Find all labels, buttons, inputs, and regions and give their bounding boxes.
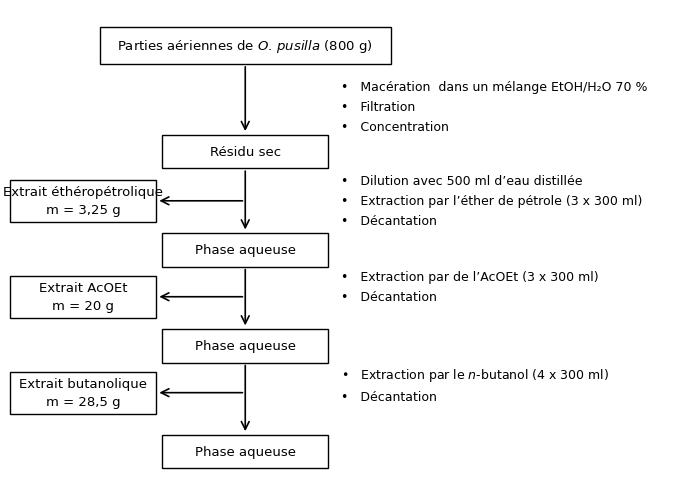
Text: Phase aqueuse: Phase aqueuse xyxy=(195,445,296,458)
FancyBboxPatch shape xyxy=(10,180,155,222)
FancyBboxPatch shape xyxy=(162,234,328,267)
FancyBboxPatch shape xyxy=(162,136,328,169)
FancyBboxPatch shape xyxy=(10,372,155,414)
FancyBboxPatch shape xyxy=(162,330,328,363)
Text: Extrait éthéropétrolique
m = 3,25 g: Extrait éthéropétrolique m = 3,25 g xyxy=(3,186,163,217)
Text: Phase aqueuse: Phase aqueuse xyxy=(195,244,296,257)
Text: •   Extraction par le $n$-butanol (4 x 300 ml)
•   Décantation: • Extraction par le $n$-butanol (4 x 300… xyxy=(341,366,610,403)
Text: •   Macération  dans un mélange EtOH/H₂O 70 %
•   Filtration
•   Concentration: • Macération dans un mélange EtOH/H₂O 70… xyxy=(341,81,648,134)
Text: •   Extraction par de l’AcOEt (3 x 300 ml)
•   Décantation: • Extraction par de l’AcOEt (3 x 300 ml)… xyxy=(341,270,599,303)
Text: •   Dilution avec 500 ml d’eau distillée
•   Extraction par l’éther de pétrole (: • Dilution avec 500 ml d’eau distillée •… xyxy=(341,174,643,227)
Text: Extrait butanolique
m = 28,5 g: Extrait butanolique m = 28,5 g xyxy=(19,377,147,408)
FancyBboxPatch shape xyxy=(162,435,328,468)
FancyBboxPatch shape xyxy=(99,29,391,65)
Text: Parties aériennes de $O.\,pusilla$ (800 g): Parties aériennes de $O.\,pusilla$ (800 … xyxy=(118,38,373,55)
Text: Extrait AcOEt
m = 20 g: Extrait AcOEt m = 20 g xyxy=(39,282,127,313)
Text: Résidu sec: Résidu sec xyxy=(210,146,281,159)
FancyBboxPatch shape xyxy=(10,276,155,318)
Text: Phase aqueuse: Phase aqueuse xyxy=(195,340,296,353)
